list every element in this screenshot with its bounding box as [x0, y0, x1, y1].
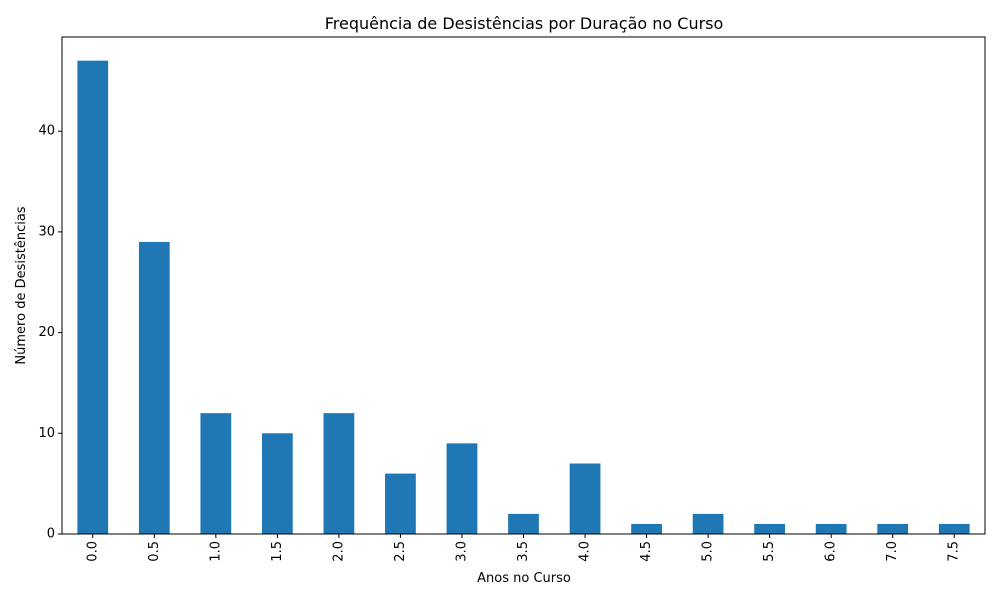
bar-2.5 [385, 473, 416, 534]
x-tick-label: 1.0 [208, 541, 223, 562]
chart-title: Frequência de Desistências por Duração n… [325, 14, 724, 33]
y-tick-label: 40 [38, 124, 55, 139]
x-tick-label: 3.0 [454, 541, 469, 562]
x-tick-label: 2.5 [393, 541, 408, 562]
x-tick-label: 1.5 [270, 541, 285, 562]
bar-5.0 [692, 513, 724, 534]
bar-7.5 [938, 523, 970, 534]
y-axis-label: Número de Desistências [14, 206, 29, 364]
bar-4.5 [631, 523, 662, 534]
x-axis-label: Anos no Curso [477, 571, 571, 586]
x-tick-label: 4.0 [578, 541, 593, 562]
x-axis: 0.0 0.5 1.0 1.5 2.0 2.5 3.0 3.5 4.0 4.5 5.0 5.5 6.0 7… [85, 534, 962, 562]
x-tick-label: 3.5 [516, 541, 531, 562]
bar-6.0 [815, 523, 847, 534]
x-tick-label: 5.0 [701, 541, 716, 562]
bar-4.0 [569, 463, 601, 534]
x-tick-label: 4.5 [639, 541, 654, 562]
bar-0.5 [138, 241, 170, 534]
x-tick-label: 5.5 [762, 541, 777, 562]
y-tick-label: 30 [38, 224, 55, 239]
x-tick-label: 0.0 [85, 541, 100, 562]
bar-2.0 [323, 413, 355, 534]
x-tick-label: 7.5 [947, 541, 962, 562]
bar-0.0 [77, 60, 109, 535]
y-axis: 0 10 20 30 40 [38, 124, 62, 542]
x-tick-label: 6.0 [824, 541, 839, 562]
bar-1.0 [200, 413, 232, 534]
x-tick-label: 7.0 [885, 541, 900, 562]
y-tick-label: 20 [38, 325, 55, 340]
y-tick-label: 0 [47, 527, 55, 542]
y-tick-label: 10 [38, 426, 55, 441]
bar-5.5 [754, 523, 786, 534]
x-tick-label: 0.5 [147, 541, 162, 562]
bar-3.0 [446, 443, 478, 534]
x-tick-label: 2.0 [331, 541, 346, 562]
bar-7.0 [877, 523, 909, 534]
bar-1.5 [261, 433, 293, 534]
plot-area [77, 60, 970, 535]
bar-3.5 [508, 513, 539, 534]
